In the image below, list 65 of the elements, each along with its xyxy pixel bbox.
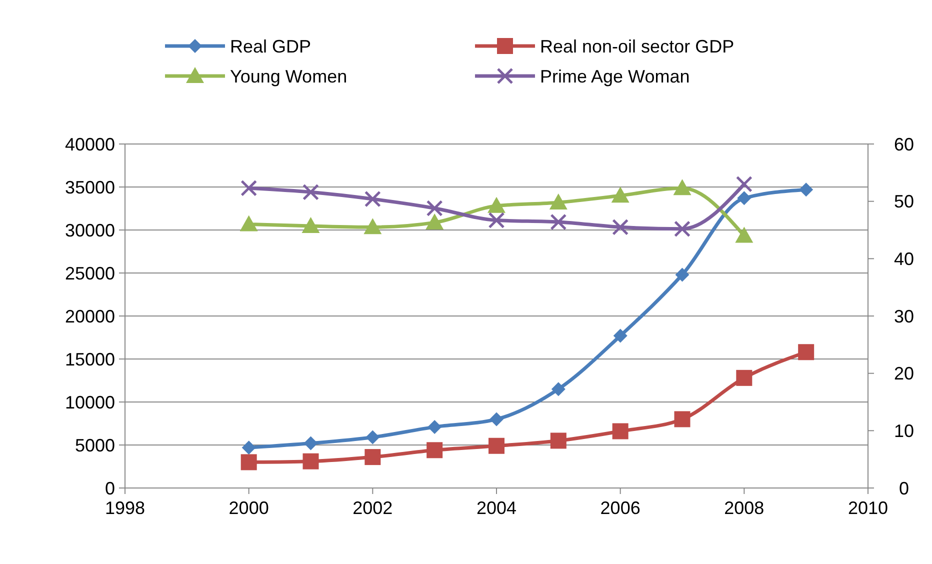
legend-label: Young Women	[230, 66, 348, 86]
point	[428, 420, 442, 434]
point	[673, 179, 692, 196]
point	[674, 220, 690, 238]
y-tick-label: 35000	[64, 177, 115, 198]
point	[550, 214, 567, 230]
y2-tick-label: 0	[898, 478, 910, 498]
y-tick-label: 0	[104, 478, 115, 498]
x-tick-label: 2008	[724, 498, 764, 518]
point	[735, 226, 754, 243]
legend-label: Real GDP	[230, 36, 312, 56]
legend-label: Real non-oil sector GDP	[540, 36, 734, 56]
point	[366, 430, 380, 444]
point	[675, 268, 690, 282]
y-tick-label: 5000	[74, 435, 115, 456]
point	[799, 182, 814, 197]
point	[364, 218, 382, 234]
point	[488, 196, 506, 213]
y-tick-label: 25000	[64, 263, 115, 284]
y2-tick-label: 40	[894, 248, 914, 269]
point	[426, 200, 443, 216]
x-tick-label: 1998	[104, 498, 146, 518]
point	[426, 442, 443, 458]
legend-label: Prime Age Woman	[540, 66, 690, 86]
y2-tick-label: 60	[894, 134, 914, 154]
point	[551, 382, 566, 396]
point	[240, 454, 257, 470]
x-tick-label: 2000	[228, 498, 269, 518]
point	[549, 193, 568, 210]
point	[736, 176, 752, 192]
point	[426, 214, 444, 230]
point	[304, 436, 318, 450]
point	[240, 215, 258, 232]
point	[798, 344, 814, 360]
y-tick-label: 20000	[64, 306, 115, 326]
x-tick-label: 2010	[848, 498, 888, 518]
y2-tick-label: 10	[894, 420, 914, 441]
y-tick-label: 15000	[64, 349, 115, 370]
y-tick-label: 40000	[64, 134, 115, 154]
point	[240, 180, 258, 196]
y-tick-label: 10000	[64, 392, 115, 412]
point	[242, 440, 256, 455]
point	[613, 328, 628, 343]
point	[612, 423, 628, 440]
point	[488, 212, 505, 229]
point	[302, 184, 319, 200]
x-tick-label: 2004	[476, 498, 517, 518]
point	[612, 218, 629, 236]
x-tick-label: 2002	[352, 498, 393, 518]
point	[674, 411, 690, 428]
point	[550, 432, 566, 449]
point	[488, 438, 504, 454]
point	[302, 453, 319, 470]
point	[737, 191, 752, 206]
y-tick-label: 30000	[64, 220, 115, 240]
x-tick-label: 2006	[600, 498, 640, 518]
point	[364, 190, 381, 208]
point	[302, 216, 320, 233]
point	[611, 186, 630, 203]
y2-tick-label: 50	[894, 192, 914, 212]
point	[490, 412, 504, 426]
point	[736, 370, 752, 386]
point	[364, 449, 381, 466]
y2-tick-label: 30	[894, 306, 914, 326]
y2-tick-label: 20	[894, 364, 914, 384]
